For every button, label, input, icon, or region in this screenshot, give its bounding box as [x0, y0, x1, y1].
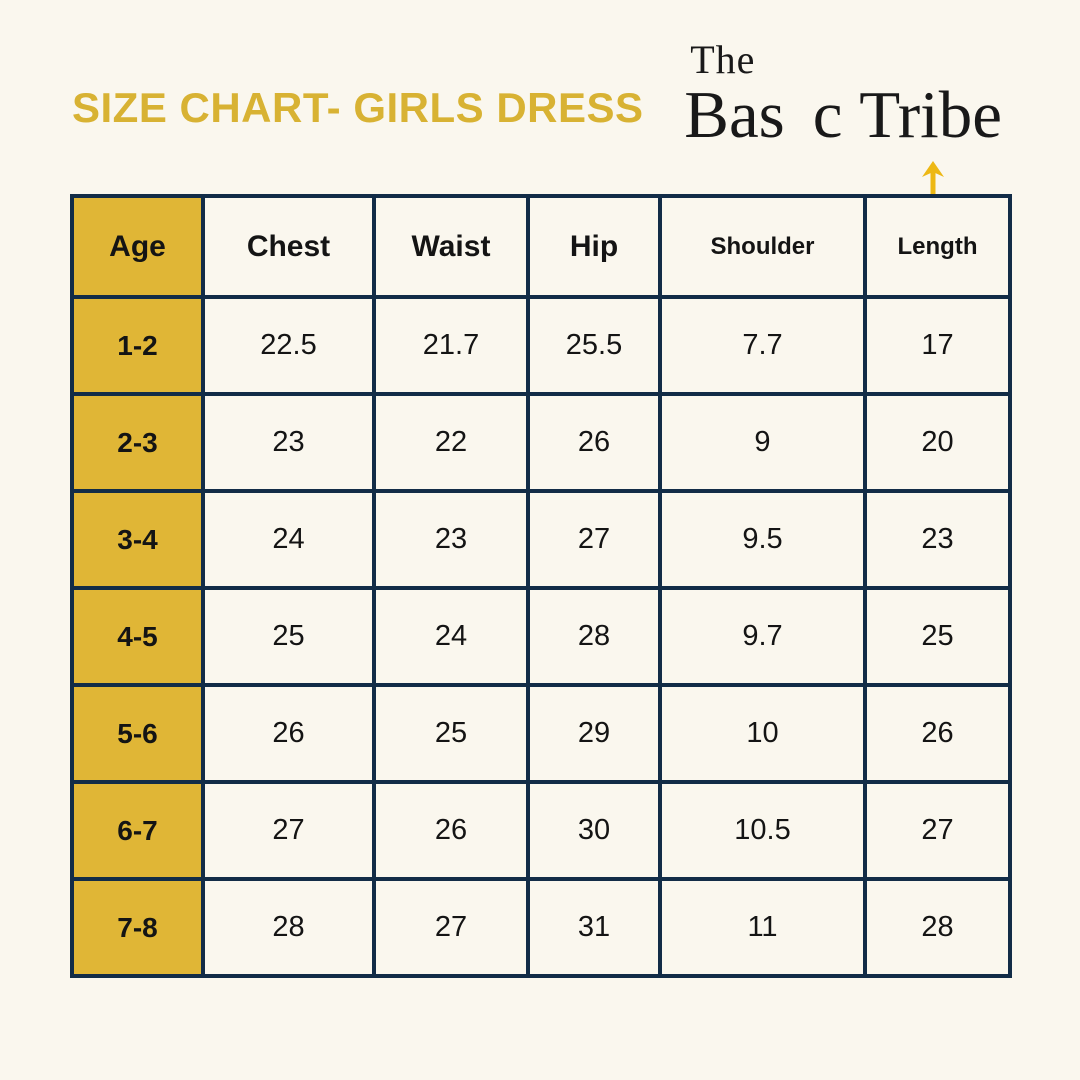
- age-cell: 6-7: [70, 780, 205, 881]
- size-chart-table: Age Chest Waist Hip Shoulder Length 1-2 …: [70, 194, 1012, 978]
- hip-value-cell: 25.5: [526, 295, 662, 396]
- table-row: 3-4 24 23 27 9.5 23: [70, 489, 1012, 590]
- waist-value-cell: 22: [372, 392, 530, 493]
- chest-value-cell: 24: [201, 489, 376, 590]
- hip-value-cell: 27: [526, 489, 662, 590]
- chest-value-cell: 23: [201, 392, 376, 493]
- chest-value-cell: 25: [201, 586, 376, 687]
- up-arrow-icon: [786, 94, 945, 235]
- length-value-cell: 20: [863, 392, 1012, 493]
- shoulder-value-cell: 9.7: [658, 586, 867, 687]
- length-value-cell: 27: [863, 780, 1012, 881]
- column-header-hip: Hip: [526, 194, 662, 299]
- shoulder-value-cell: 11: [658, 877, 867, 978]
- column-header-waist: Waist: [372, 194, 530, 299]
- hip-value-cell: 26: [526, 392, 662, 493]
- logo-word-tribe: Tribe: [859, 78, 1002, 152]
- logo-wordmark: Bas c Tribe: [684, 78, 1002, 235]
- length-value-cell: 26: [863, 683, 1012, 784]
- hip-value-cell: 30: [526, 780, 662, 881]
- brand-logo: The Bas c Tribe: [684, 37, 1002, 235]
- logo-word-the: The: [690, 37, 756, 82]
- chest-value-cell: 26: [201, 683, 376, 784]
- table-row: 1-2 22.5 21.7 25.5 7.7 17: [70, 295, 1012, 396]
- chest-value-cell: 28: [201, 877, 376, 978]
- waist-value-cell: 23: [372, 489, 530, 590]
- waist-value-cell: 21.7: [372, 295, 530, 396]
- age-cell: 2-3: [70, 392, 205, 493]
- column-header-length: Length: [863, 194, 1012, 299]
- age-cell: 5-6: [70, 683, 205, 784]
- shoulder-value-cell: 9: [658, 392, 867, 493]
- shoulder-value-cell: 7.7: [658, 295, 867, 396]
- table-row: 7-8 28 27 31 11 28: [70, 877, 1012, 978]
- age-cell: 3-4: [70, 489, 205, 590]
- hip-value-cell: 28: [526, 586, 662, 687]
- waist-value-cell: 27: [372, 877, 530, 978]
- length-value-cell: 17: [863, 295, 1012, 396]
- waist-value-cell: 26: [372, 780, 530, 881]
- waist-value-cell: 25: [372, 683, 530, 784]
- shoulder-value-cell: 10.5: [658, 780, 867, 881]
- shoulder-value-cell: 9.5: [658, 489, 867, 590]
- length-value-cell: 23: [863, 489, 1012, 590]
- chest-value-cell: 22.5: [201, 295, 376, 396]
- age-cell: 4-5: [70, 586, 205, 687]
- table-row: 4-5 25 24 28 9.7 25: [70, 586, 1012, 687]
- table-row: 6-7 27 26 30 10.5 27: [70, 780, 1012, 881]
- column-header-shoulder: Shoulder: [658, 194, 867, 299]
- table-row: 2-3 23 22 26 9 20: [70, 392, 1012, 493]
- chest-value-cell: 27: [201, 780, 376, 881]
- logo-basic-pre: Bas: [684, 78, 785, 152]
- header-row: Age Chest Waist Hip Shoulder Length: [70, 194, 1012, 299]
- hip-value-cell: 29: [526, 683, 662, 784]
- hip-value-cell: 31: [526, 877, 662, 978]
- logo-basic-post: c: [812, 78, 860, 152]
- waist-value-cell: 24: [372, 586, 530, 687]
- age-cell: 7-8: [70, 877, 205, 978]
- age-cell: 1-2: [70, 295, 205, 396]
- shoulder-value-cell: 10: [658, 683, 867, 784]
- column-header-age: Age: [70, 194, 205, 299]
- length-value-cell: 28: [863, 877, 1012, 978]
- table-row: 5-6 26 25 29 10 26: [70, 683, 1012, 784]
- column-header-chest: Chest: [201, 194, 376, 299]
- page-title: SIZE CHART- GIRLS DRESS: [72, 84, 644, 131]
- length-value-cell: 25: [863, 586, 1012, 687]
